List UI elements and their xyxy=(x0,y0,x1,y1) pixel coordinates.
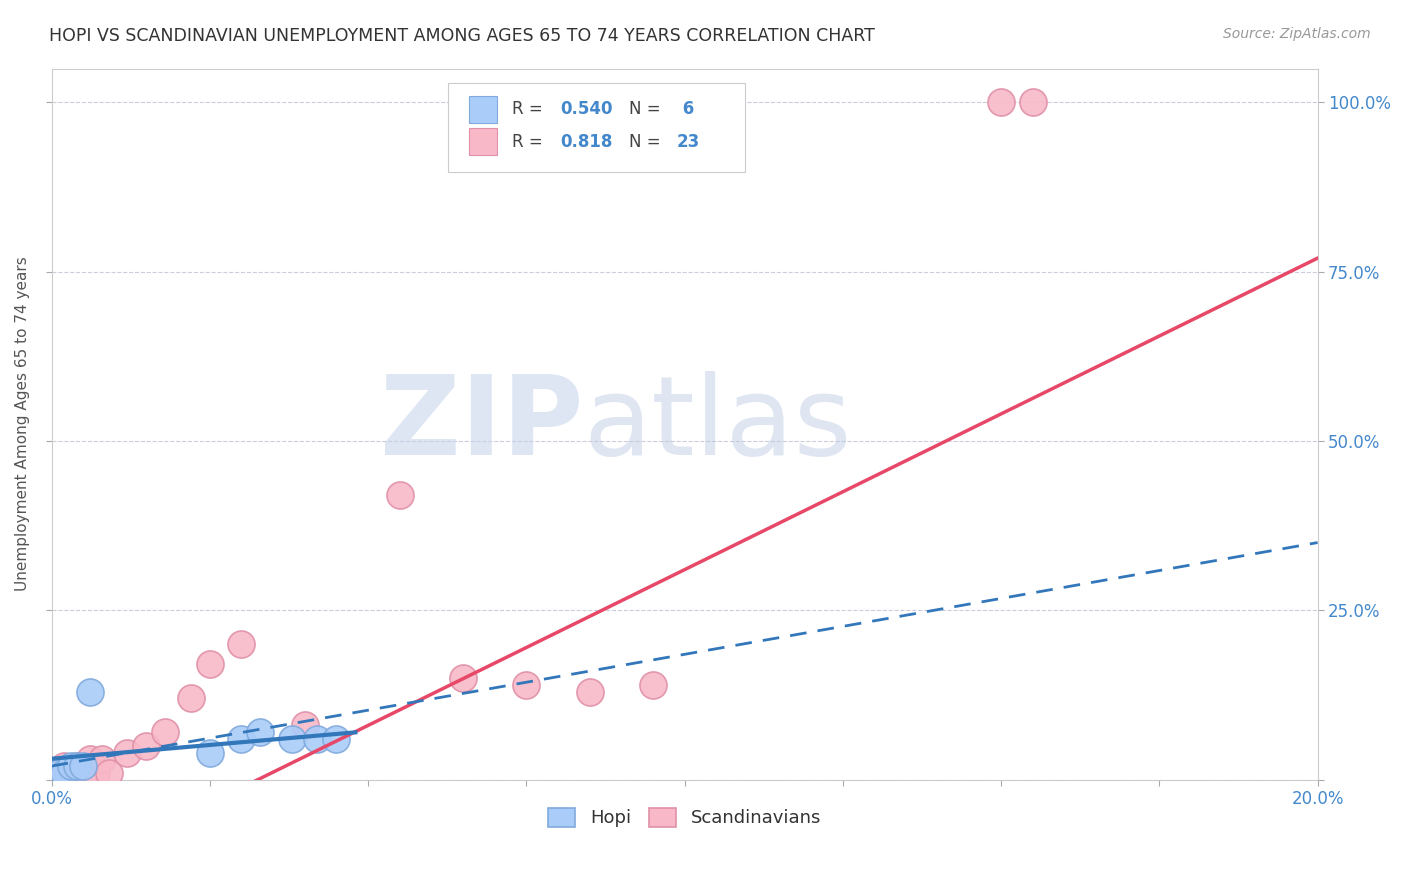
Point xyxy=(66,759,89,773)
Point xyxy=(59,765,82,780)
Point xyxy=(641,678,664,692)
FancyBboxPatch shape xyxy=(470,95,498,122)
Point xyxy=(198,657,221,672)
Point xyxy=(84,765,107,780)
Point xyxy=(325,731,347,746)
FancyBboxPatch shape xyxy=(470,128,498,155)
Point xyxy=(231,731,253,746)
Point xyxy=(281,731,304,746)
Text: 23: 23 xyxy=(676,133,700,151)
Y-axis label: Unemployment Among Ages 65 to 74 years: Unemployment Among Ages 65 to 74 years xyxy=(15,257,30,591)
Point xyxy=(117,746,139,760)
Point xyxy=(97,765,120,780)
Point xyxy=(578,684,600,698)
Point xyxy=(46,765,69,780)
Text: HOPI VS SCANDINAVIAN UNEMPLOYMENT AMONG AGES 65 TO 74 YEARS CORRELATION CHART: HOPI VS SCANDINAVIAN UNEMPLOYMENT AMONG … xyxy=(49,27,875,45)
Point xyxy=(249,725,271,739)
Text: ZIP: ZIP xyxy=(380,370,583,477)
Point xyxy=(1022,95,1045,110)
Point xyxy=(79,684,101,698)
Point xyxy=(231,637,253,651)
Point xyxy=(307,731,329,746)
Point xyxy=(198,746,221,760)
FancyBboxPatch shape xyxy=(447,83,745,171)
Point xyxy=(46,765,69,780)
Text: R =: R = xyxy=(512,100,548,118)
Point xyxy=(180,691,202,706)
Point xyxy=(72,765,94,780)
Point xyxy=(53,765,76,780)
Point xyxy=(91,752,114,766)
Text: Source: ZipAtlas.com: Source: ZipAtlas.com xyxy=(1223,27,1371,41)
Point xyxy=(66,759,89,773)
Text: N =: N = xyxy=(628,100,665,118)
Point xyxy=(451,671,474,685)
Point xyxy=(515,678,537,692)
Legend: Hopi, Scandinavians: Hopi, Scandinavians xyxy=(541,801,828,835)
Point xyxy=(53,759,76,773)
Text: 0.818: 0.818 xyxy=(561,133,613,151)
Point xyxy=(72,759,94,773)
Point xyxy=(294,718,316,732)
Point xyxy=(135,739,157,753)
Text: R =: R = xyxy=(512,133,548,151)
Text: atlas: atlas xyxy=(583,370,852,477)
Point xyxy=(79,752,101,766)
Point xyxy=(155,725,177,739)
Text: N =: N = xyxy=(628,133,665,151)
Point xyxy=(59,759,82,773)
Point xyxy=(990,95,1012,110)
Text: 0.540: 0.540 xyxy=(561,100,613,118)
Point xyxy=(388,488,411,502)
Text: 6: 6 xyxy=(676,100,695,118)
